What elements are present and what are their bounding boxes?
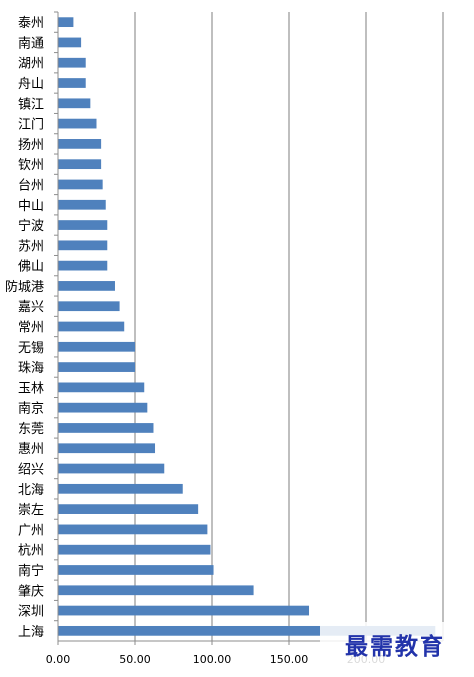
bar-18 (58, 382, 145, 393)
bar-17 (58, 362, 135, 372)
bar-7 (58, 159, 102, 170)
category-label: 钦州 (18, 158, 44, 173)
x-tick-label: 0.00 (46, 653, 71, 666)
bar-27 (58, 565, 214, 575)
category-label: 惠州 (18, 442, 44, 457)
bar-5 (58, 118, 97, 129)
bar-2 (58, 57, 86, 68)
category-label: 广州 (18, 523, 44, 538)
bar-0 (58, 17, 74, 28)
category-label: 崇左 (18, 503, 44, 518)
category-label: 杭州 (18, 544, 44, 559)
bar-19 (58, 402, 148, 413)
watermark-logo: 最需教育 (320, 622, 470, 666)
gridlines (134, 12, 444, 641)
category-label: 常州 (18, 321, 44, 336)
category-label: 珠海 (18, 361, 44, 376)
bar-9 (58, 199, 106, 210)
category-label: 北海 (18, 483, 44, 498)
bars (58, 17, 436, 636)
category-label: 镇江 (18, 97, 44, 112)
bar-22 (58, 463, 165, 474)
bar-24 (58, 504, 199, 514)
category-label: 江门 (18, 118, 44, 133)
bar-11 (58, 240, 108, 251)
bar-4 (58, 98, 91, 109)
category-label: 上海 (18, 625, 44, 640)
bar-20 (58, 423, 154, 433)
bar-15 (58, 321, 125, 332)
bar-13 (58, 281, 115, 291)
category-label: 苏州 (18, 238, 44, 254)
watermark-text: 最需教育 (345, 633, 445, 660)
category-label: 南通 (18, 35, 44, 51)
category-label: 佛山 (18, 260, 44, 275)
bar-21 (58, 443, 156, 454)
bar-26 (58, 544, 211, 555)
bar-1 (58, 37, 82, 48)
bar-8 (58, 179, 103, 190)
bar-25 (58, 524, 208, 535)
category-label: 舟山 (18, 77, 44, 92)
category-label: 绍兴 (18, 463, 44, 478)
bar-6 (58, 139, 102, 149)
category-label: 泰州 (18, 16, 44, 31)
category-labels: 泰州南通湖州舟山镇江江门扬州钦州台州中山宁波苏州佛山防城港嘉兴常州无锡珠海玉林南… (5, 16, 44, 640)
x-tick-label: 150.00 (270, 653, 309, 666)
category-label: 扬州 (18, 138, 44, 153)
bar-14 (58, 301, 120, 312)
bar-23 (58, 483, 183, 494)
category-label: 南宁 (18, 563, 44, 579)
x-tick-label: 100.00 (193, 653, 232, 666)
category-label: 宁波 (18, 218, 44, 234)
category-label: 南京 (18, 401, 44, 417)
bar-30 (58, 625, 436, 636)
bar-16 (58, 341, 135, 352)
category-label: 中山 (18, 199, 44, 214)
category-label: 深圳 (18, 605, 44, 620)
x-tick-label: 50.00 (119, 653, 151, 666)
bar-12 (58, 260, 108, 271)
bar-10 (58, 220, 108, 230)
category-label: 玉林 (18, 381, 44, 396)
bar-29 (58, 605, 310, 616)
category-label: 防城港 (5, 279, 44, 295)
category-label: 嘉兴 (18, 300, 44, 315)
bar-3 (58, 78, 86, 88)
category-label: 湖州 (18, 57, 44, 72)
category-label: 肇庆 (18, 584, 44, 599)
category-label: 东莞 (18, 422, 44, 437)
bar-28 (58, 585, 254, 596)
category-label: 无锡 (18, 341, 44, 356)
category-label: 台州 (18, 178, 44, 193)
